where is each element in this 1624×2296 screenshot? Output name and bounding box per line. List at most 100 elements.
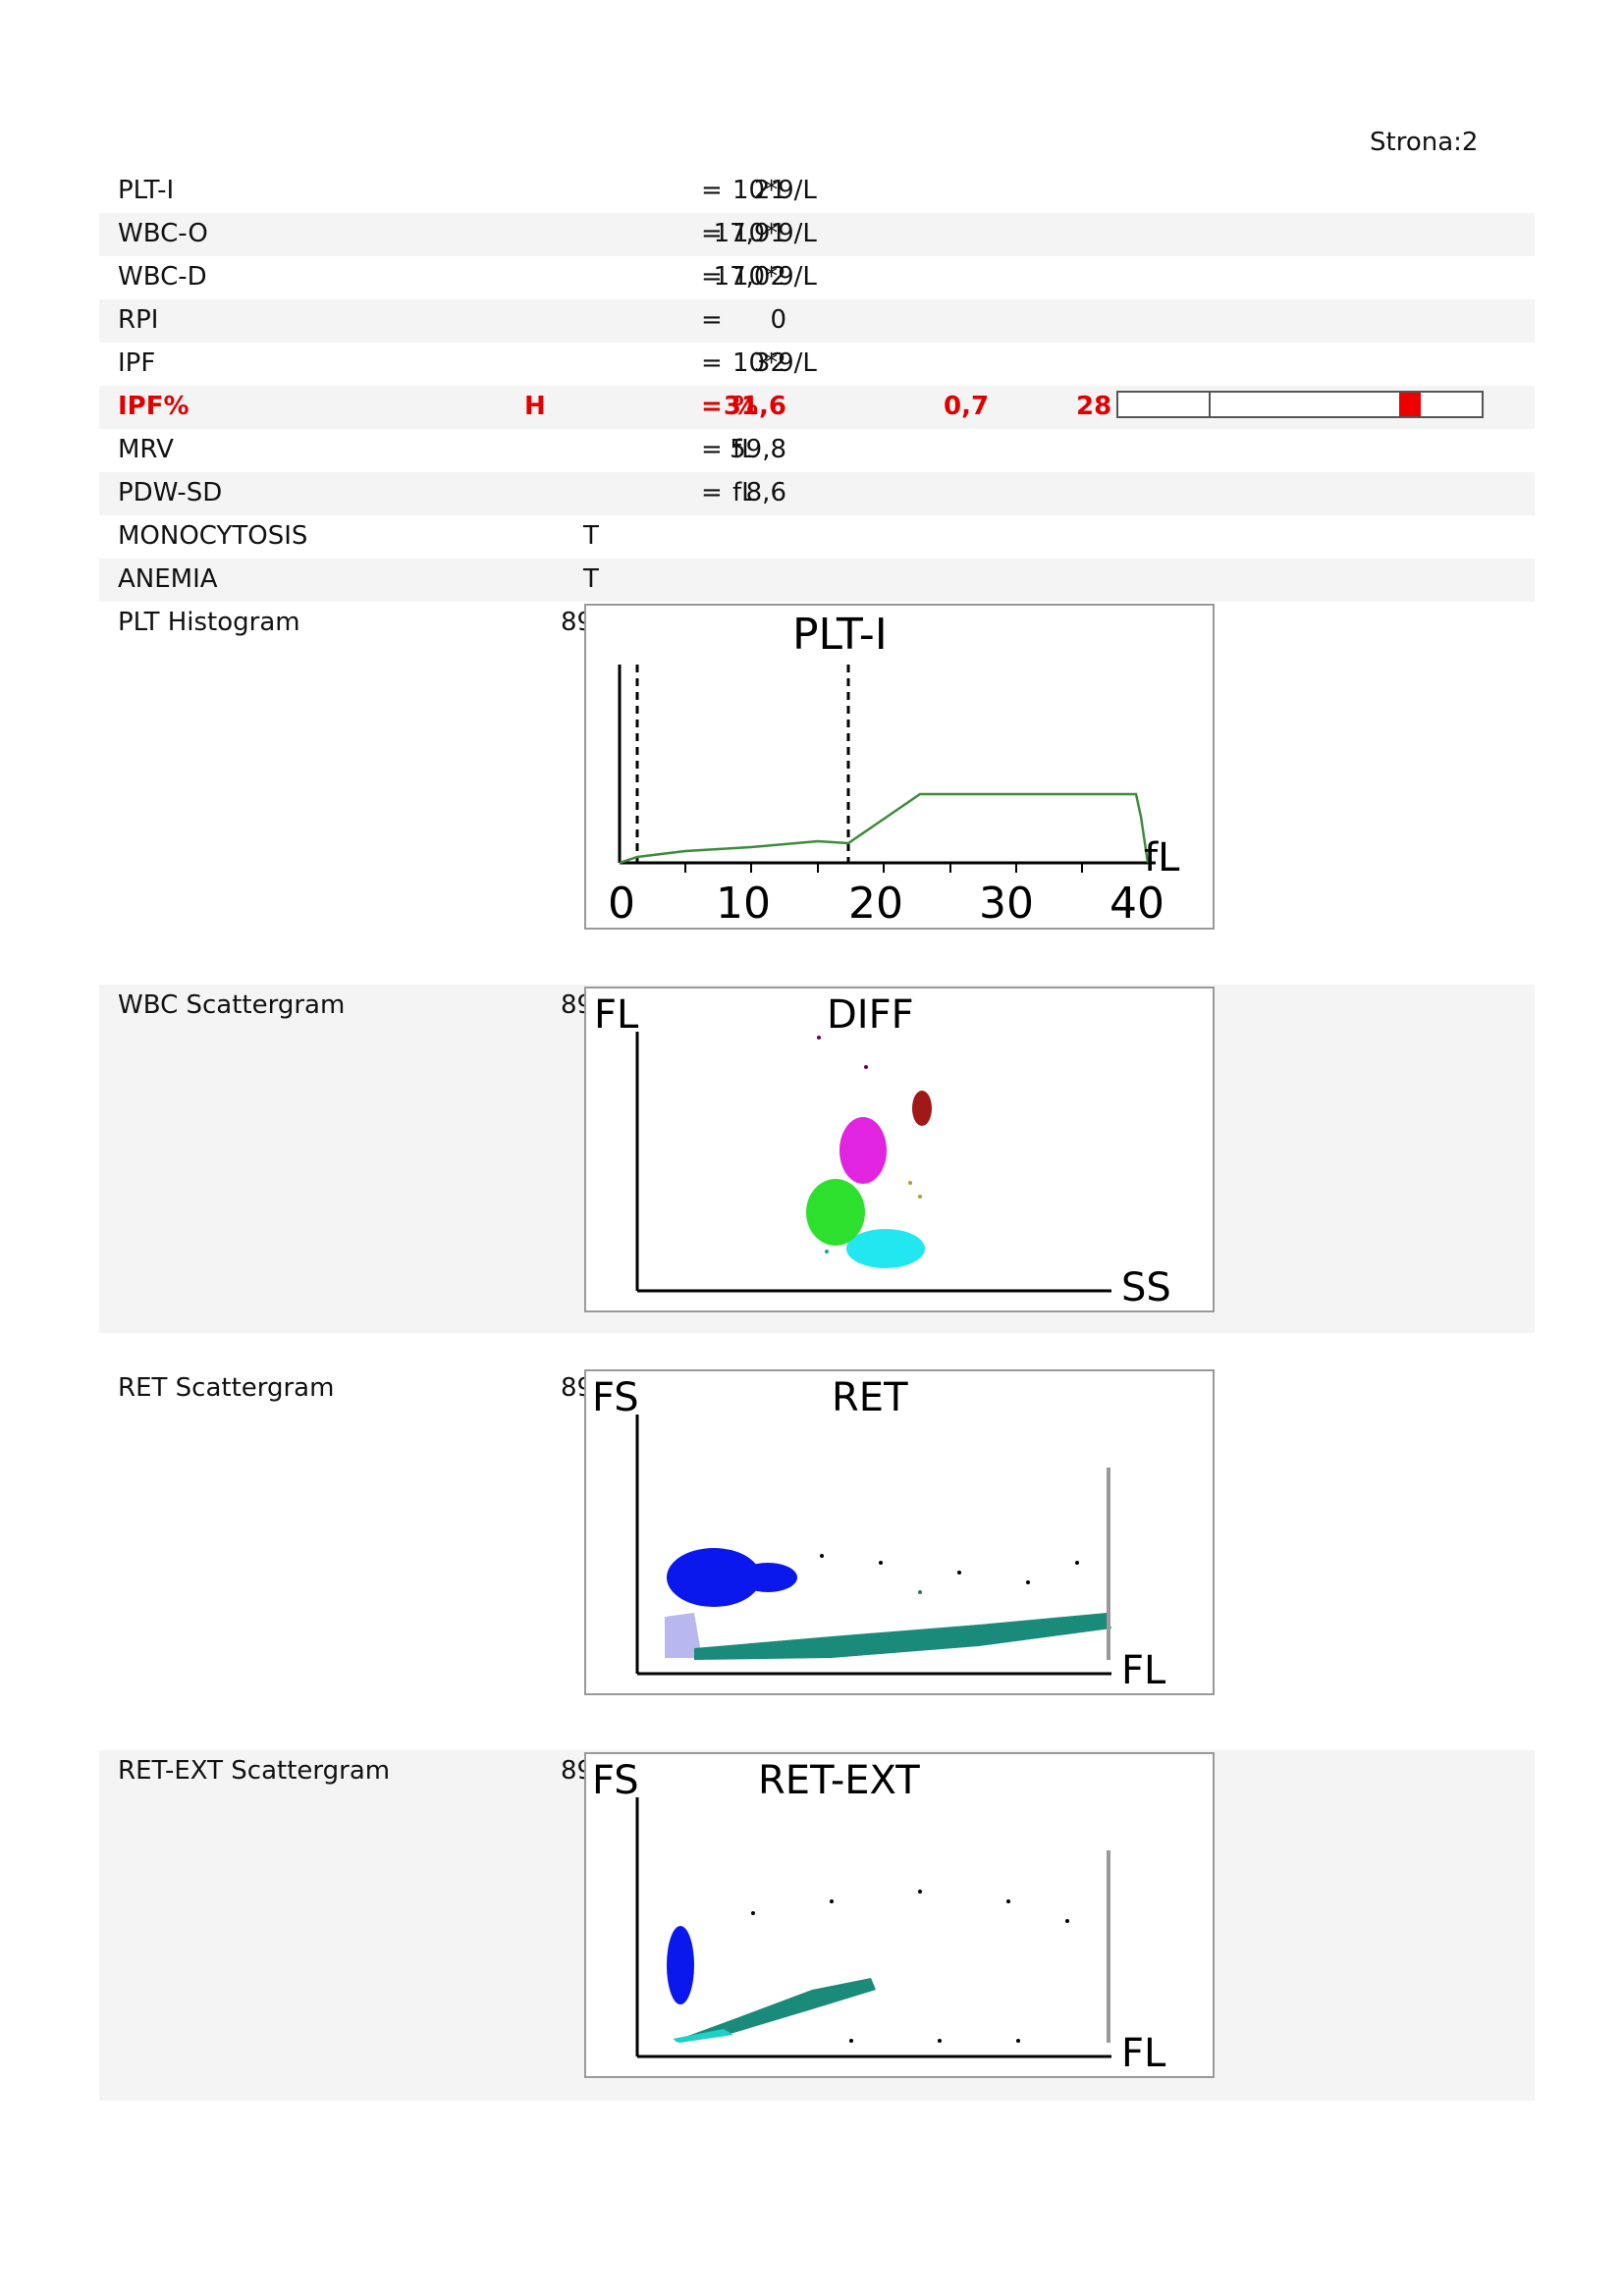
graph-label: WBC Scattergram	[118, 990, 346, 1020]
result-flag: T	[583, 564, 599, 594]
result-row-mrv: MRV 59,8 = fL	[99, 429, 1535, 472]
monocyte-cluster	[846, 1229, 925, 1268]
scatter-point	[820, 1554, 824, 1558]
x-axis-label: fL	[1144, 835, 1180, 881]
right-edge-marker	[1107, 1468, 1110, 1660]
graph-number: 89	[561, 1756, 588, 1786]
reticulocyte-band	[694, 1613, 1111, 1660]
result-unit: 10*9/L	[732, 262, 817, 292]
plt-histogram-chart: PLT-I fL 0 10 20 30 40	[584, 604, 1215, 930]
scatter-point	[908, 1181, 912, 1185]
graph-label: RET Scattergram	[118, 1373, 335, 1403]
chart-title: RET-EXT	[758, 1758, 920, 1803]
result-row-ipf: IPF 32 = 10*9/L	[99, 343, 1535, 386]
result-eq: =	[701, 392, 723, 421]
result-unit: fL	[732, 435, 756, 464]
result-eq: =	[701, 305, 723, 335]
result-eq: =	[701, 176, 723, 205]
result-flag: T	[583, 521, 599, 551]
page-number: Strona:2	[1370, 128, 1479, 157]
result-name: ANEMIA	[118, 564, 218, 594]
x-axis-label: FL	[1121, 1648, 1166, 1693]
y-axis-label: FS	[592, 1758, 639, 1803]
result-name: IPF%	[118, 392, 189, 421]
wbc-scattergram-section: WBC Scattergram 89 FL DIFF SS	[99, 985, 1535, 1333]
scatter-point	[938, 2039, 942, 2043]
reticulocyte-band	[675, 1978, 876, 2043]
mature-rbc-cluster	[667, 1926, 694, 2004]
x-tick-label: 10	[716, 879, 771, 928]
rbc-ghost-region	[665, 1613, 702, 1658]
result-name: MRV	[118, 435, 174, 464]
scatter-point	[918, 1590, 922, 1594]
result-name: IPF	[118, 348, 156, 378]
result-row-wbc-o: WBC-O 17,91 = 10*9/L	[99, 213, 1535, 256]
histogram-curve	[619, 792, 1150, 865]
ret-ext-scattergram-section: RET-EXT Scattergram 89 FS RET-EXT FL	[99, 1750, 1535, 2101]
result-value: 17,02	[713, 262, 786, 292]
x-tick-label: 0	[608, 879, 635, 928]
result-name: WBC-D	[118, 262, 207, 292]
scatter-point	[879, 1561, 883, 1565]
reference-high: 28	[1076, 392, 1112, 421]
result-flag: H	[524, 392, 546, 421]
rbc-cluster-tail	[738, 1563, 797, 1592]
result-value: 59,8	[730, 435, 786, 464]
graph-number: 89	[561, 990, 588, 1020]
result-row-wbc-d: WBC-D 17,02 = 10*9/L	[99, 256, 1535, 299]
result-eq: =	[701, 262, 723, 292]
range-bar-divider	[1209, 393, 1211, 416]
result-name: MONOCYTOSIS	[118, 521, 308, 551]
result-value: 31,6	[723, 392, 786, 421]
neutrophil-cluster	[839, 1117, 887, 1184]
ret-ext-scattergram-chart: FS RET-EXT FL	[584, 1752, 1215, 2078]
result-unit: 10*9/L	[732, 219, 817, 248]
result-row-ipf-percent: IPF% H 31,6 = % 0,7 28	[99, 386, 1535, 429]
result-value: 17,91	[713, 219, 786, 248]
eosinophil-cluster	[912, 1091, 932, 1126]
scatter-point	[864, 1065, 868, 1069]
result-row-anemia: ANEMIA T	[99, 559, 1535, 602]
result-unit: %	[732, 392, 759, 421]
right-edge-marker	[1107, 1850, 1110, 2043]
result-eq: =	[701, 348, 723, 378]
result-eq: =	[701, 435, 723, 464]
chart-title: DIFF	[827, 992, 914, 1038]
wbc-scattergram-chart: FL DIFF SS	[584, 987, 1215, 1312]
x-tick-label: 20	[848, 879, 903, 928]
scatter-point	[957, 1571, 961, 1575]
results-table: PLT-I 21 = 10*9/L WBC-O 17,91 = 10*9/L W…	[99, 170, 1535, 602]
result-unit: 10*9/L	[732, 176, 817, 205]
y-axis-label: FL	[594, 992, 639, 1038]
result-value: 32	[753, 348, 786, 378]
x-axis-label: FL	[1121, 2031, 1166, 2076]
scatter-point	[825, 1250, 829, 1254]
reference-range-bar	[1116, 391, 1484, 418]
result-row-pdw-sd: PDW-SD 8,6 = fL	[99, 472, 1535, 515]
scatter-point	[830, 1899, 834, 1903]
ret-scattergram-chart: FS RET FL	[584, 1369, 1215, 1695]
graph-number: 89	[561, 608, 588, 637]
result-name: WBC-O	[118, 219, 208, 248]
range-bar-marker	[1399, 393, 1421, 416]
ret-scattergram-section: RET Scattergram 89 FS RET FL	[99, 1367, 1535, 1711]
result-row-monocytosis: MONOCYTOSIS T	[99, 515, 1535, 559]
mature-rbc-cluster	[667, 1548, 761, 1607]
result-eq: =	[701, 219, 723, 248]
graph-label: PLT Histogram	[118, 608, 300, 637]
result-eq: =	[701, 478, 723, 507]
result-unit: 10*9/L	[732, 348, 817, 378]
x-tick-label: 40	[1110, 879, 1164, 928]
scatter-point	[1075, 1561, 1079, 1565]
reference-low: 0,7	[944, 392, 990, 421]
scatter-point	[918, 1195, 922, 1199]
scatter-point	[849, 2039, 853, 2043]
result-value: 21	[753, 176, 786, 205]
result-row-plt-i: PLT-I 21 = 10*9/L	[99, 170, 1535, 213]
plt-histogram-section: PLT Histogram 89 PLT-I fL 0 10 20 30 40	[99, 602, 1535, 945]
result-row-rpi: RPI 0 =	[99, 299, 1535, 343]
x-tick-label: 30	[979, 879, 1034, 928]
lymphocyte-cluster	[806, 1179, 865, 1246]
result-unit: fL	[732, 478, 756, 507]
scatter-point	[1026, 1580, 1030, 1584]
